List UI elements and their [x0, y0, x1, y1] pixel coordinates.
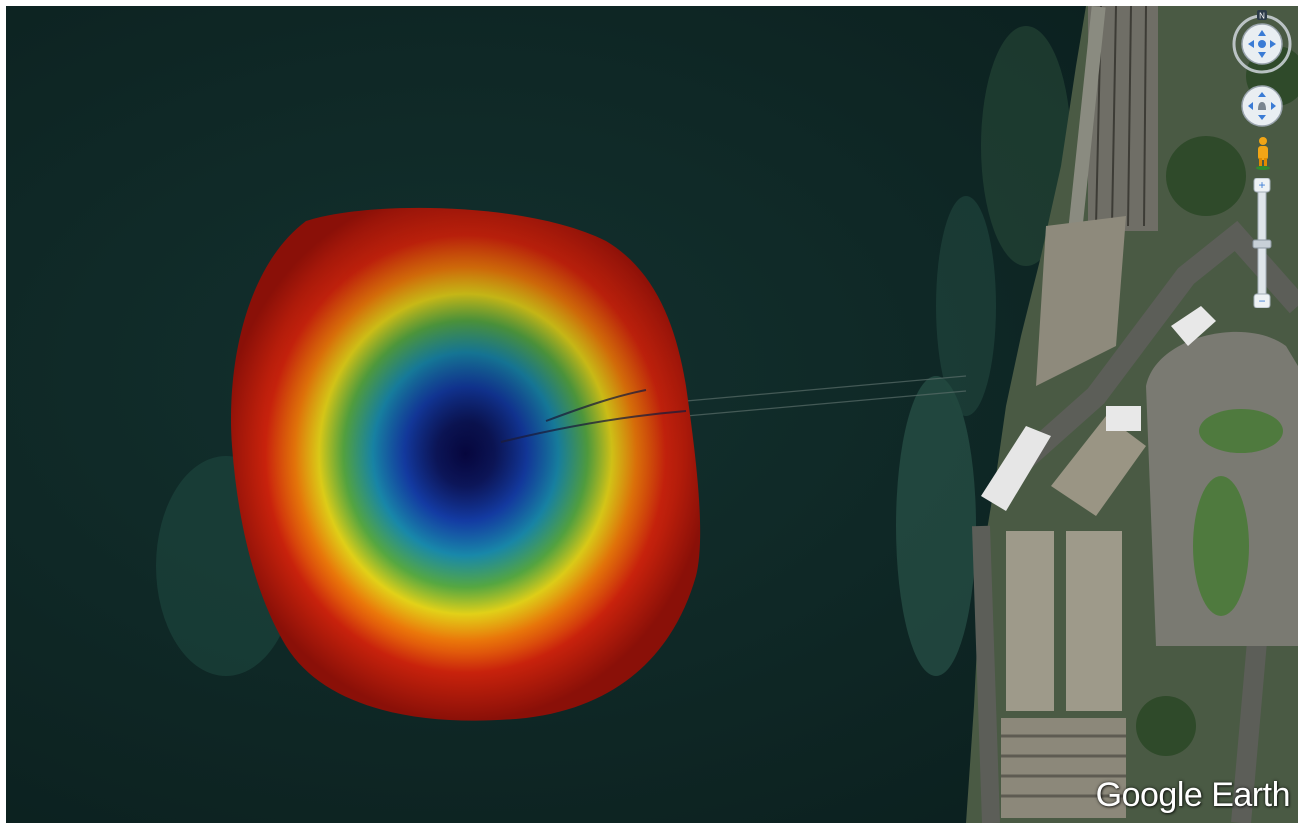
building-row-stripes [1001, 734, 1126, 798]
tree [1136, 696, 1196, 756]
harbor-lot [1036, 216, 1126, 386]
green-area [1193, 476, 1249, 616]
hand-icon [1258, 102, 1266, 110]
zoom-in-label: + [1258, 178, 1265, 192]
seabed-trench [500, 389, 687, 443]
zoom-thumb[interactable] [1252, 239, 1272, 249]
white-building [981, 426, 1051, 511]
coastal-road [998, 220, 1298, 485]
zoom-out-button[interactable] [1253, 293, 1271, 308]
zoom-in-button[interactable] [1253, 178, 1271, 193]
look-joystick-icon[interactable] [1240, 84, 1284, 128]
building [1051, 416, 1146, 516]
zoom-out-label: − [1258, 294, 1265, 308]
pegman-icon[interactable] [1254, 136, 1272, 170]
reef-patch [981, 26, 1071, 266]
white-roof [1106, 406, 1141, 431]
reef-patch [896, 376, 976, 676]
satellite-map[interactable] [6, 6, 1298, 823]
tree [1166, 136, 1246, 216]
roundabout [1199, 409, 1283, 453]
compass-north-label: N [1259, 12, 1265, 21]
map-viewport[interactable]: N + − Google Earth [6, 6, 1298, 823]
bathymetry-shading [230, 207, 701, 721]
reef-patch [936, 196, 996, 416]
compass-icon[interactable]: N [1230, 10, 1294, 74]
road [972, 525, 1000, 823]
google-earth-logo: Google Earth [1095, 776, 1291, 814]
white-roof [1171, 306, 1216, 346]
zoom-slider-icon[interactable]: + − [1251, 178, 1273, 308]
pier-grid [1095, 6, 1147, 227]
building-long [1066, 531, 1122, 711]
seabed-cables [685, 375, 967, 417]
building-long [1006, 531, 1054, 711]
